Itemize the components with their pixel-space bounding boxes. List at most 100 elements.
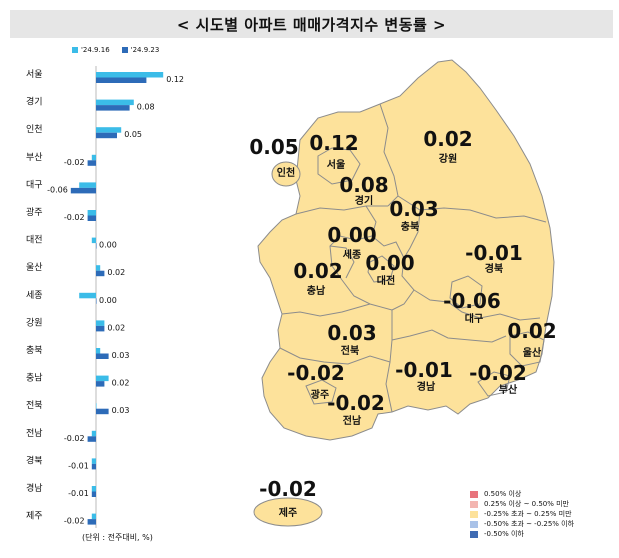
border-jeonbuk-north [281, 303, 371, 317]
region-name: 제주 [279, 506, 297, 519]
map-legend-item: 0.50% 이상 [470, 489, 574, 499]
data-label: -0.02 [64, 517, 85, 526]
map-legend-item: -0.50% 이하 [470, 529, 574, 539]
map-legend-item: -0.50% 초과 ~ -0.25% 이하 [470, 519, 574, 529]
border-jeonbuk-south [279, 310, 393, 365]
border-chungbuk [365, 205, 415, 311]
border-seoul [317, 147, 361, 185]
bar [91, 430, 96, 437]
legend-item-series-1: '24.9.16 [72, 46, 110, 54]
bar [96, 320, 105, 326]
category-label: 세종 [26, 290, 43, 301]
region-name: 충남 [307, 284, 326, 297]
region-name: 세종 [343, 248, 361, 261]
map-legend-label: -0.25% 초과 ~ 0.25% 미만 [484, 510, 572, 518]
map-legend-label: -0.50% 초과 ~ -0.25% 이하 [484, 520, 575, 528]
category-label: 인천 [26, 124, 43, 135]
map-legend-item: 0.25% 이상 ~ 0.50% 미만 [470, 499, 574, 509]
border-gyeonggi-gangwon [379, 103, 399, 207]
region-value: 0.02 [423, 127, 472, 151]
region-value: -0.06 [443, 289, 501, 313]
border-sejong [329, 245, 355, 279]
category-label: 광주 [26, 206, 43, 218]
bar [96, 375, 109, 382]
data-label: 0.05 [124, 130, 142, 139]
map-jeju [253, 497, 323, 527]
bar [96, 408, 109, 415]
region-name: 충북 [401, 220, 419, 233]
legend-item-series-2: '24.9.23 [121, 46, 160, 54]
data-label: 0.02 [112, 379, 130, 388]
bar [91, 513, 96, 520]
bar [96, 72, 164, 78]
bar [96, 132, 117, 139]
category-label: 강원 [26, 317, 43, 328]
map-legend-label: 0.25% 이상 ~ 0.50% 미만 [484, 500, 570, 508]
bar [91, 237, 96, 244]
data-label: 0.00 [99, 241, 117, 250]
category-label: 전북 [26, 400, 43, 411]
data-label: -0.02 [64, 213, 85, 222]
region-name: 부산 [499, 383, 518, 396]
map-legend-swatch [470, 530, 478, 538]
map-legend-swatch [470, 490, 478, 498]
bar [70, 187, 96, 194]
bar [79, 182, 96, 188]
bar [96, 265, 101, 271]
region-name: 강원 [439, 152, 457, 165]
data-label: -0.06 [47, 185, 68, 194]
region-name: 울산 [523, 346, 542, 359]
bar [91, 458, 96, 464]
bar [96, 353, 109, 359]
category-label: 제주 [26, 511, 43, 522]
region-value: 0.05 [249, 135, 298, 159]
map-legend-swatch [470, 500, 478, 508]
category-label: 경기 [26, 96, 43, 108]
border-ulsan [509, 331, 545, 367]
region-value: 0.03 [327, 321, 376, 345]
bar [96, 77, 147, 83]
region-name: 전북 [341, 344, 359, 357]
data-label: 0.00 [99, 296, 117, 305]
region-value: 0.00 [365, 251, 414, 275]
category-label: 경남 [26, 482, 43, 494]
region-name: 대전 [377, 274, 395, 287]
legend-label-series-2: '24.9.23 [130, 46, 160, 54]
region-value: 0.03 [389, 197, 438, 221]
bar [96, 403, 97, 409]
region-name: 경남 [417, 380, 436, 393]
data-label: 0.03 [112, 351, 130, 360]
title-text: < 시도별 아파트 매매가격지수 변동률 > [176, 15, 447, 34]
map-incheon [271, 161, 301, 187]
category-label: 전남 [26, 428, 43, 439]
category-label: 울산 [26, 262, 43, 273]
category-label: 대구 [26, 179, 43, 190]
map-mainland [257, 59, 555, 441]
region-name: 경기 [355, 194, 373, 207]
map-legend-item: -0.25% 초과 ~ 0.25% 미만 [470, 509, 574, 519]
bar [79, 292, 96, 299]
border-chungnam [329, 235, 393, 311]
map-legend-swatch [470, 520, 478, 528]
bar [87, 519, 96, 525]
region-name: 인천 [277, 166, 295, 179]
bar [91, 486, 96, 492]
category-label: 대전 [26, 235, 43, 246]
bar [87, 436, 96, 442]
region-name: 서울 [327, 158, 345, 171]
map-legend-label: -0.50% 이하 [484, 530, 524, 538]
data-label: 0.02 [107, 268, 125, 277]
bar [96, 243, 97, 249]
region-value: 0.00 [327, 223, 376, 247]
bar [91, 491, 96, 497]
bar [96, 298, 97, 304]
bar [96, 105, 130, 111]
category-label: 부산 [26, 152, 43, 163]
bar [87, 215, 96, 221]
category-label: 경북 [26, 454, 43, 466]
bar [87, 210, 96, 216]
unit-footnote: (단위 : 전주대비, %) [82, 533, 153, 542]
category-label: 충남 [26, 373, 43, 384]
data-label: -0.02 [64, 434, 85, 443]
